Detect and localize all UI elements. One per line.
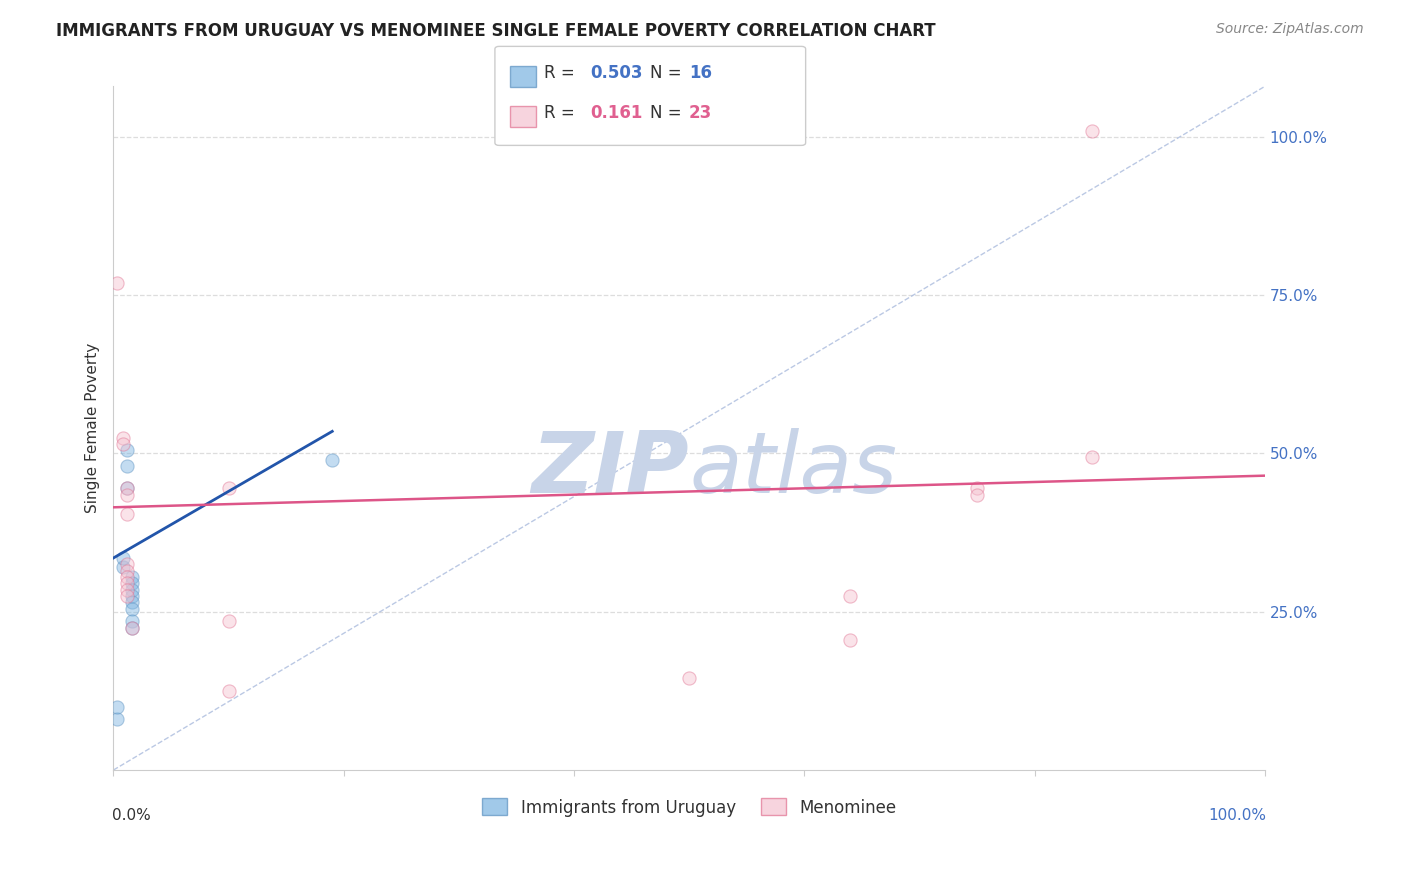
Legend: Immigrants from Uruguay, Menominee: Immigrants from Uruguay, Menominee bbox=[475, 792, 903, 823]
Point bbox=[678, 671, 700, 685]
Point bbox=[121, 621, 143, 635]
Point bbox=[117, 481, 139, 495]
Point bbox=[117, 507, 139, 521]
Point bbox=[218, 614, 240, 628]
Point bbox=[1081, 123, 1104, 137]
Text: Source: ZipAtlas.com: Source: ZipAtlas.com bbox=[1216, 22, 1364, 37]
Text: IMMIGRANTS FROM URUGUAY VS MENOMINEE SINGLE FEMALE POVERTY CORRELATION CHART: IMMIGRANTS FROM URUGUAY VS MENOMINEE SIN… bbox=[56, 22, 936, 40]
Text: N =: N = bbox=[650, 64, 686, 82]
Text: 23: 23 bbox=[689, 104, 713, 122]
Text: ZIP: ZIP bbox=[531, 427, 689, 511]
Point bbox=[117, 558, 139, 572]
Point bbox=[111, 431, 134, 445]
Text: 0.0%: 0.0% bbox=[112, 807, 150, 822]
Point bbox=[839, 633, 862, 648]
Point bbox=[966, 488, 988, 502]
Point bbox=[105, 276, 128, 290]
Point bbox=[218, 481, 240, 495]
Text: atlas: atlas bbox=[689, 427, 897, 511]
Point bbox=[117, 582, 139, 597]
Text: 0.503: 0.503 bbox=[591, 64, 643, 82]
Point bbox=[121, 589, 143, 603]
Point bbox=[117, 459, 139, 474]
Point bbox=[218, 684, 240, 698]
Point bbox=[121, 595, 143, 609]
Point bbox=[117, 576, 139, 591]
Point bbox=[121, 576, 143, 591]
Point bbox=[121, 582, 143, 597]
Point bbox=[121, 614, 143, 628]
Text: R =: R = bbox=[544, 104, 585, 122]
Point bbox=[111, 560, 134, 574]
Point bbox=[1081, 450, 1104, 464]
Point bbox=[117, 570, 139, 584]
Point bbox=[117, 564, 139, 578]
Y-axis label: Single Female Poverty: Single Female Poverty bbox=[86, 343, 100, 513]
Point bbox=[117, 481, 139, 495]
Point bbox=[117, 589, 139, 603]
Point bbox=[117, 443, 139, 458]
Text: N =: N = bbox=[650, 104, 686, 122]
Point bbox=[111, 437, 134, 451]
Point bbox=[121, 621, 143, 635]
Point bbox=[839, 589, 862, 603]
Text: 100.0%: 100.0% bbox=[1208, 807, 1265, 822]
Point bbox=[966, 481, 988, 495]
Text: R =: R = bbox=[544, 64, 581, 82]
Point bbox=[111, 550, 134, 565]
Point bbox=[117, 488, 139, 502]
Point bbox=[105, 699, 128, 714]
Point bbox=[121, 601, 143, 615]
Text: 0.161: 0.161 bbox=[591, 104, 643, 122]
Point bbox=[321, 453, 343, 467]
Point bbox=[121, 570, 143, 584]
Text: 16: 16 bbox=[689, 64, 711, 82]
Point bbox=[105, 712, 128, 726]
